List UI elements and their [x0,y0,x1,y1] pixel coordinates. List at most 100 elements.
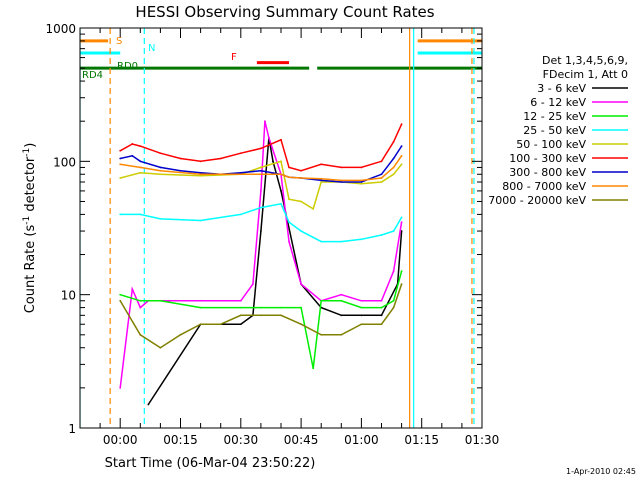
series-point-6 [340,181,343,183]
series-point-4 [312,207,315,210]
series-point-3 [159,218,162,220]
series-point-0 [260,230,262,232]
series-point-3 [380,234,383,236]
series-line-5 [119,123,403,172]
series-point-1 [131,288,134,291]
series-point-2 [392,299,395,302]
state-label-f: F [231,52,237,63]
legend-header-line: FDecim 1, Att 0 [543,68,628,81]
series-line-8 [119,283,403,349]
series-point-4 [392,173,395,176]
series-point-5 [300,169,302,172]
series-point-3 [392,230,395,232]
series-point-5 [392,140,395,143]
series-point-1 [264,120,266,123]
series-point-7 [139,166,142,169]
series-point-1 [260,190,262,192]
series-point-7 [260,173,262,176]
series-point-2 [340,299,343,302]
series-point-0 [239,323,242,326]
series-point-8 [280,314,282,317]
legend-label: 300 - 800 keV [509,166,586,179]
series-point-1 [119,386,122,389]
series-point-7 [199,173,202,176]
y-axis-label: Count Rate (s-1 detector-1) [22,143,38,314]
series-point-2 [199,306,202,309]
series-point-1 [360,299,363,302]
series-point-8 [199,323,202,326]
series-point-3 [239,213,242,216]
series-point-4 [199,174,202,177]
series-point-8 [400,283,403,286]
series-point-4 [139,171,142,174]
series-point-8 [360,323,363,326]
legend-label: 50 - 100 keV [516,138,586,151]
series-point-8 [179,333,182,336]
series-point-3 [360,238,363,241]
series-point-8 [119,299,122,302]
series-point-1 [251,283,254,286]
series-point-6 [159,166,162,169]
series-point-7 [288,176,290,179]
series-point-1 [288,240,290,243]
series-point-5 [219,157,222,160]
series-point-1 [380,299,383,302]
x-tick-label: 00:30 [224,433,259,447]
series-point-5 [360,166,363,169]
series-point-3 [288,221,290,224]
y-axis-label-end: ) [23,143,38,148]
series-point-4 [380,181,383,183]
series-point-5 [340,166,343,169]
series-point-0 [340,314,343,317]
y-tick-label: 100 [53,155,76,169]
series-point-4 [280,160,282,163]
series-point-0 [380,314,383,317]
series-point-6 [119,157,122,160]
series-point-5 [400,123,403,126]
series-point-7 [392,166,395,169]
state-labels: S N F RD0 RD4 [82,36,237,81]
series-point-6 [131,154,134,157]
legend-label: 7000 - 20000 keV [488,194,586,207]
legend: Det 1,3,4,5,6,9,FDecim 1, Att 03 - 6 keV… [488,54,628,207]
series-point-2 [360,306,363,309]
series-point-4 [260,166,262,169]
series-point-3 [199,219,202,222]
series-point-5 [159,152,162,155]
series-point-7 [119,163,122,166]
series-point-1 [340,293,343,296]
state-label-rd4: RD4 [82,70,103,81]
series-point-5 [199,160,202,163]
state-label-rd0: RD0 [117,61,138,72]
state-label-n: N [148,43,155,54]
series-point-2 [320,299,323,302]
series-point-3 [320,240,323,243]
series-point-5 [179,157,182,160]
series-point-7 [239,173,242,176]
series-point-5 [239,152,242,155]
series-point-6 [380,173,383,176]
series-point-8 [392,306,395,309]
series-point-3 [300,230,302,232]
x-tick-label: 00:15 [163,433,198,447]
series-point-3 [340,240,343,243]
series-point-8 [340,333,343,336]
series-point-1 [392,270,395,273]
series-point-1 [400,221,403,224]
series-point-6 [392,157,395,160]
series-line-4 [120,160,403,211]
y-axis-label-main: Count Rate (s [23,225,38,314]
series-point-5 [280,138,282,141]
series-point-3 [260,206,262,209]
series-point-7 [380,177,383,179]
series-point-5 [139,145,142,148]
legend-label: 6 - 12 keV [530,96,586,109]
series-point-8 [239,314,242,317]
y-tick-label: 1000 [45,22,76,36]
series-point-1 [199,299,202,302]
legend-label: 3 - 6 keV [537,82,586,95]
time-markers [80,28,475,428]
series-point-1 [139,306,142,309]
